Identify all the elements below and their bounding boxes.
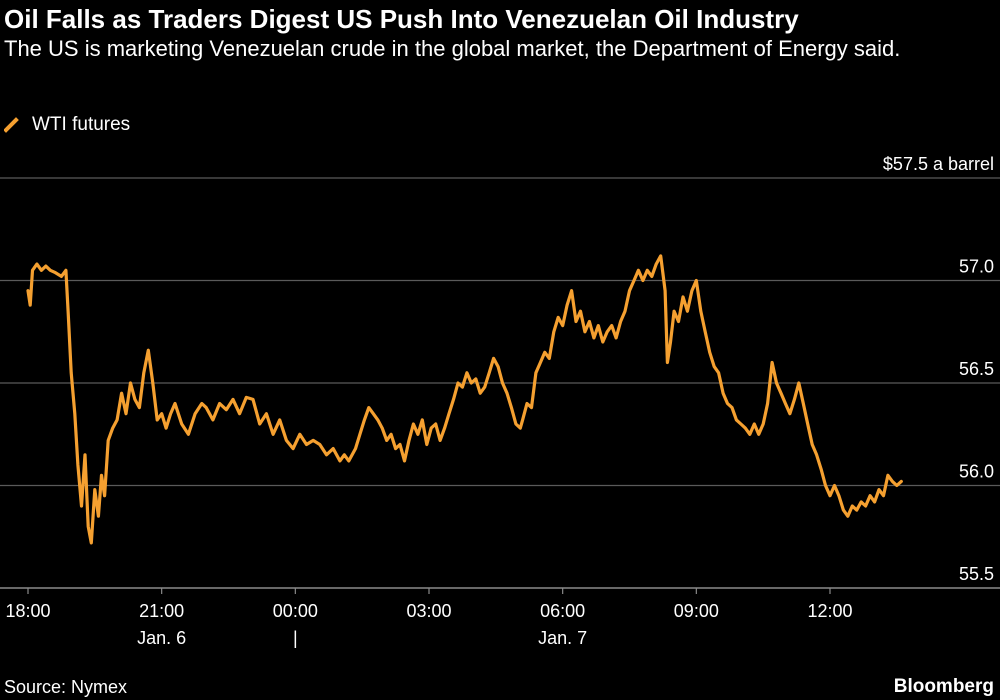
x-date-label: Jan. 6	[137, 628, 186, 648]
legend-label: WTI futures	[32, 114, 131, 135]
x-tick-label: 18:00	[5, 601, 50, 621]
x-tick-label: 00:00	[273, 601, 318, 621]
legend-swatch-icon	[4, 117, 19, 133]
bloomberg-logo: Bloomberg	[893, 676, 994, 697]
legend: WTI futures	[4, 112, 130, 138]
series-layer	[26, 254, 903, 545]
source-note: Source: Nymex	[4, 677, 128, 697]
x-axis-labels: 18:00 21:00 00:00 03:00 06:00 09:00 12:00 Jan. …	[5, 588, 853, 648]
y-tick-label: 55.5	[959, 564, 994, 584]
x-date-label: Jan. 7	[538, 628, 587, 648]
chart-subtitle: The US is marketing Venezuelan crude in …	[4, 36, 901, 61]
y-tick-label: 57.0	[959, 257, 994, 277]
y-tick-label: 56.0	[959, 462, 994, 482]
x-tick-label: 06:00	[540, 601, 585, 621]
x-date-label: |	[293, 628, 298, 648]
x-tick-label: 03:00	[406, 601, 451, 621]
y-tick-label: 56.5	[959, 359, 994, 379]
x-tick-label: 21:00	[139, 601, 184, 621]
series-line-wti-futures	[26, 254, 903, 545]
chart-title: Oil Falls as Traders Digest US Push Into…	[4, 4, 799, 34]
gridlines	[0, 177, 1000, 589]
y-axis-labels: $57.5 a barrel 57.0 56.5 56.0 55.5	[883, 154, 994, 584]
x-tick-label: 12:00	[807, 601, 852, 621]
x-tick-label: 09:00	[674, 601, 719, 621]
y-tick-label: $57.5 a barrel	[883, 154, 994, 174]
